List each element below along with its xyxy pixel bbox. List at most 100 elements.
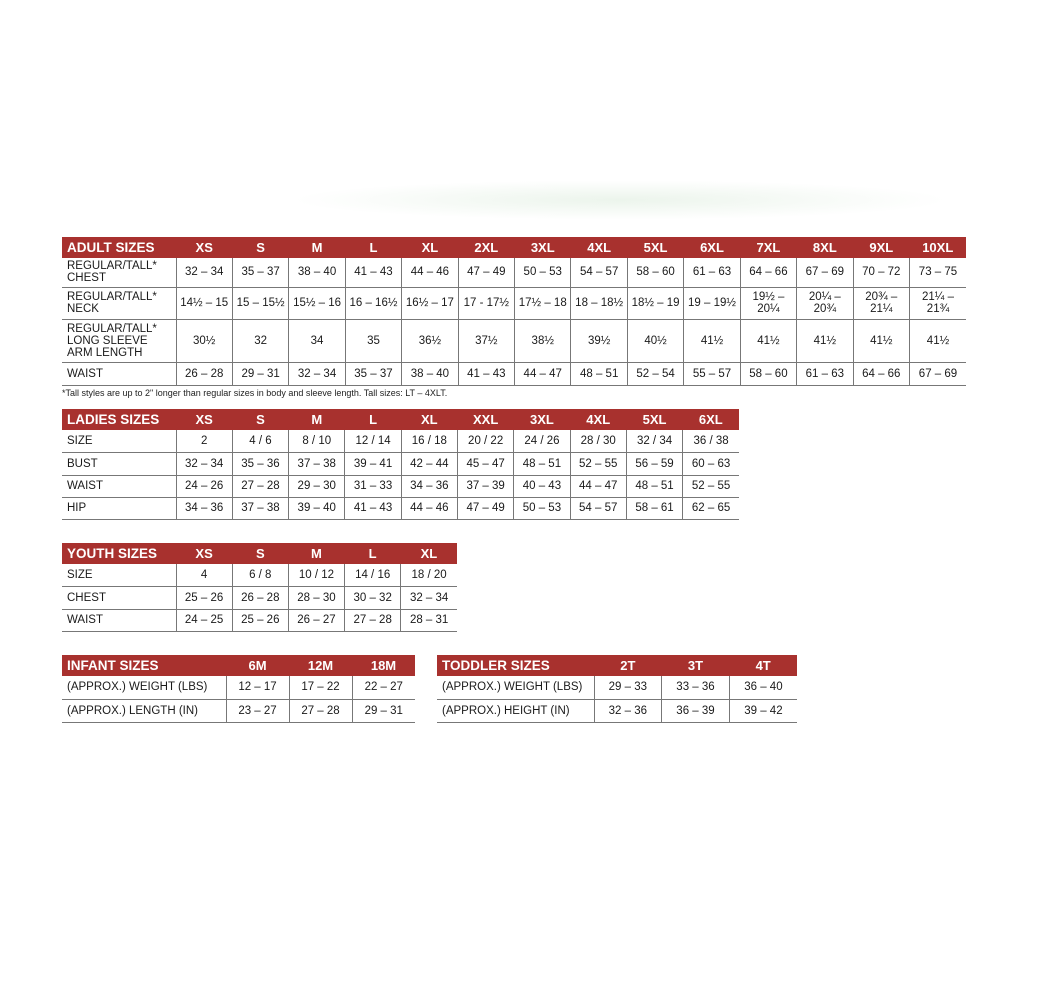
table-row: REGULAR/TALL* CHEST 32 – 34 35 – 37 38 – 40… [62,258,966,288]
size-header: 4XL [570,409,627,430]
size-header: 5XL [627,237,684,258]
size-value: 38½ [514,319,571,363]
size-value: 26 – 28 [175,362,233,386]
table-row: WAIST 24 – 26 27 – 28 29 – 30 31 – 33 34 – 36… [62,475,739,498]
size-value: 2 [175,430,233,453]
size-value: 10 / 12 [287,564,345,587]
ladies-sizes-table: LADIES SIZES XS S M L XL XXL 3XL 4XL 5XL 6XL SIZE 2 4… [62,409,739,520]
size-value: 67 – 69 [796,258,854,288]
size-value: 15½ – 16 [288,287,346,320]
size-value: 20 / 22 [456,430,514,453]
size-value: 31 – 33 [344,475,402,498]
size-value: 41½ [908,319,966,363]
size-value: 50 – 53 [514,258,571,288]
size-value: 52 – 55 [682,475,739,498]
size-value: 17½ – 18 [514,287,571,320]
table-row: WAIST 26 – 28 29 – 31 32 – 34 35 – 37 38 – 40… [62,362,966,386]
size-value: 62 – 65 [682,497,739,520]
row-label: SIZE [62,564,176,587]
size-value: 56 – 59 [625,452,683,476]
row-label: CHEST [62,586,176,610]
size-value: 28 / 30 [569,430,627,453]
table-row: SIZE 4 6 / 8 10 / 12 14 / 16 18 / 20 [62,564,457,587]
size-value: 33 – 36 [661,676,730,700]
size-value: 41½ [852,319,910,363]
size-header: 5XL [626,409,683,430]
size-value: 32 – 34 [175,452,233,476]
size-value: 29 – 30 [288,475,345,498]
size-value: 67 – 69 [908,362,966,386]
size-value: 41½ [796,319,854,363]
size-header: 4XL [570,237,628,258]
size-value: 32 / 34 [625,430,683,453]
row-label: HIP [62,497,176,520]
size-header: 6XL [682,409,739,430]
size-value: 70 – 72 [852,258,910,288]
size-value: 36½ [401,319,459,363]
size-header: M [288,543,345,564]
header-row: LADIES SIZES XS S M L XL XXL 3XL 4XL 5XL 6XL [62,409,739,430]
table-title: TODDLER SIZES [437,655,594,676]
size-value: 35 – 36 [231,452,289,476]
size-header: L [344,409,402,430]
header-row: YOUTH SIZES XS S M L XL [62,543,457,564]
size-value: 48 – 51 [513,452,571,476]
size-header: L [344,543,401,564]
size-value: 24 – 26 [175,475,233,498]
size-header: 9XL [853,237,910,258]
size-value: 39½ [570,319,628,363]
table-row: (APPROX.) WEIGHT (LBS) 29 – 33 33 – 36 36 –… [437,676,797,700]
size-value: 54 – 57 [570,258,628,288]
size-value: 14 / 16 [344,564,401,587]
row-label: (APPROX.) LENGTH (IN) [62,699,226,723]
size-value: 18 – 18½ [570,287,628,320]
size-value: 8 / 10 [288,430,345,453]
size-header: XXL [457,409,514,430]
header-row: TODDLER SIZES 2T 3T 4T [437,655,797,676]
size-value: 52 – 55 [569,452,627,476]
size-value: 20¼ – 20¾ [796,287,854,320]
table-title: ADULT SIZES [62,237,176,258]
size-value: 16 / 18 [400,430,458,453]
size-value: 32 – 36 [593,699,662,723]
row-label: (APPROX.) WEIGHT (LBS) [437,676,594,700]
table-row: CHEST 25 – 26 26 – 28 28 – 30 30 – 32 32 – 34 [62,586,457,610]
row-label: REGULAR/TALL* LONG SLEEVE ARM LENGTH [62,319,176,363]
size-header: M [288,409,345,430]
row-label: REGULAR/TALL* CHEST [62,258,176,288]
size-value: 41½ [739,319,797,363]
size-value: 32 – 34 [288,362,346,386]
size-value: 22 – 27 [351,676,415,700]
size-value: 18 / 20 [400,564,457,587]
size-value: 16 – 16½ [344,287,402,320]
size-value: 37 – 38 [288,452,345,476]
row-label: (APPROX.) WEIGHT (LBS) [62,676,226,700]
table-title: YOUTH SIZES [62,543,176,564]
row-label: WAIST [62,609,176,632]
size-value: 25 – 26 [231,609,289,632]
size-header: 3XL [514,237,571,258]
size-value: 50 – 53 [513,497,571,520]
size-value: 41½ [683,319,741,363]
size-value: 23 – 27 [225,699,289,723]
size-value: 4 / 6 [231,430,289,453]
size-header: XL [401,409,458,430]
size-value: 27 – 28 [344,609,401,632]
size-value: 27 – 28 [288,699,352,723]
size-header: XS [176,409,233,430]
size-value: 29 – 31 [351,699,415,723]
size-header: XS [176,237,233,258]
size-value: 44 – 46 [400,497,458,520]
size-header: 7XL [740,237,797,258]
size-header: S [232,237,289,258]
size-value: 42 – 44 [400,452,458,476]
table-title: LADIES SIZES [62,409,176,430]
size-value: 30½ [175,319,233,363]
size-value: 40½ [626,319,684,363]
size-value: 39 – 42 [728,699,797,723]
size-value: 39 – 40 [288,497,345,520]
size-value: 47 – 49 [456,497,514,520]
table-title: INFANT SIZES [62,655,226,676]
size-value: 64 – 66 [739,258,797,288]
size-value: 48 – 51 [625,475,683,498]
